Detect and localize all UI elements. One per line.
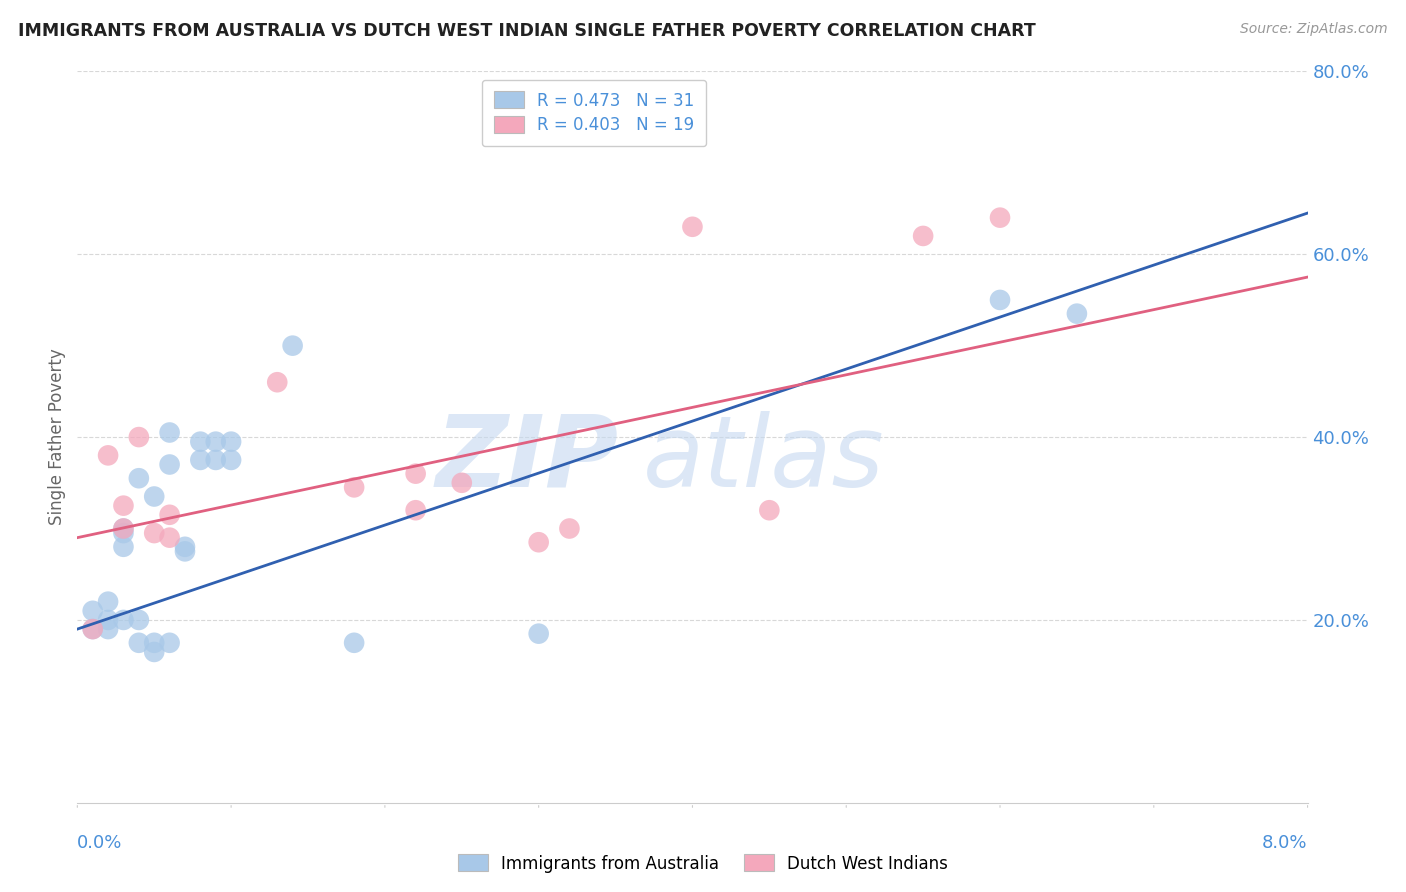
Point [112,499,135,513]
Point [266,376,288,390]
Point [988,211,1011,225]
Point [343,480,366,494]
Point [188,453,212,467]
Point [97,449,120,463]
Point [143,636,166,650]
Point [558,521,581,535]
Point [527,535,550,549]
Point [758,503,780,517]
Point [188,434,212,449]
Point [128,636,150,650]
Text: 8.0%: 8.0% [1263,834,1308,852]
Point [219,434,242,449]
Point [82,604,104,618]
Point [112,521,135,535]
Point [143,526,166,541]
Point [159,636,181,650]
Point [281,338,304,352]
Point [912,228,935,243]
Point [128,471,150,485]
Text: 0.0%: 0.0% [77,834,122,852]
Point [450,475,472,490]
Point [97,622,120,636]
Point [204,453,226,467]
Point [82,622,104,636]
Text: IMMIGRANTS FROM AUSTRALIA VS DUTCH WEST INDIAN SINGLE FATHER POVERTY CORRELATION: IMMIGRANTS FROM AUSTRALIA VS DUTCH WEST … [18,22,1036,40]
Point [219,453,242,467]
Legend: R = 0.473   N = 31, R = 0.403   N = 19: R = 0.473 N = 31, R = 0.403 N = 19 [482,79,706,146]
Point [128,613,150,627]
Legend: Immigrants from Australia, Dutch West Indians: Immigrants from Australia, Dutch West In… [451,847,955,880]
Point [527,626,550,640]
Point [405,503,427,517]
Point [97,613,120,627]
Point [682,219,704,234]
Point [159,458,181,472]
Point [988,293,1011,307]
Point [159,508,181,522]
Text: ZIP: ZIP [436,410,619,508]
Point [97,594,120,608]
Y-axis label: Single Father Poverty: Single Father Poverty [48,349,66,525]
Point [112,540,135,554]
Point [112,526,135,541]
Point [128,430,150,444]
Point [112,613,135,627]
Point [159,425,181,440]
Text: atlas: atlas [644,410,884,508]
Point [82,622,104,636]
Text: Source: ZipAtlas.com: Source: ZipAtlas.com [1240,22,1388,37]
Point [112,521,135,535]
Point [143,645,166,659]
Point [174,540,197,554]
Point [405,467,427,481]
Point [143,490,166,504]
Point [343,636,366,650]
Point [1066,307,1088,321]
Point [159,531,181,545]
Point [174,544,197,558]
Point [204,434,226,449]
